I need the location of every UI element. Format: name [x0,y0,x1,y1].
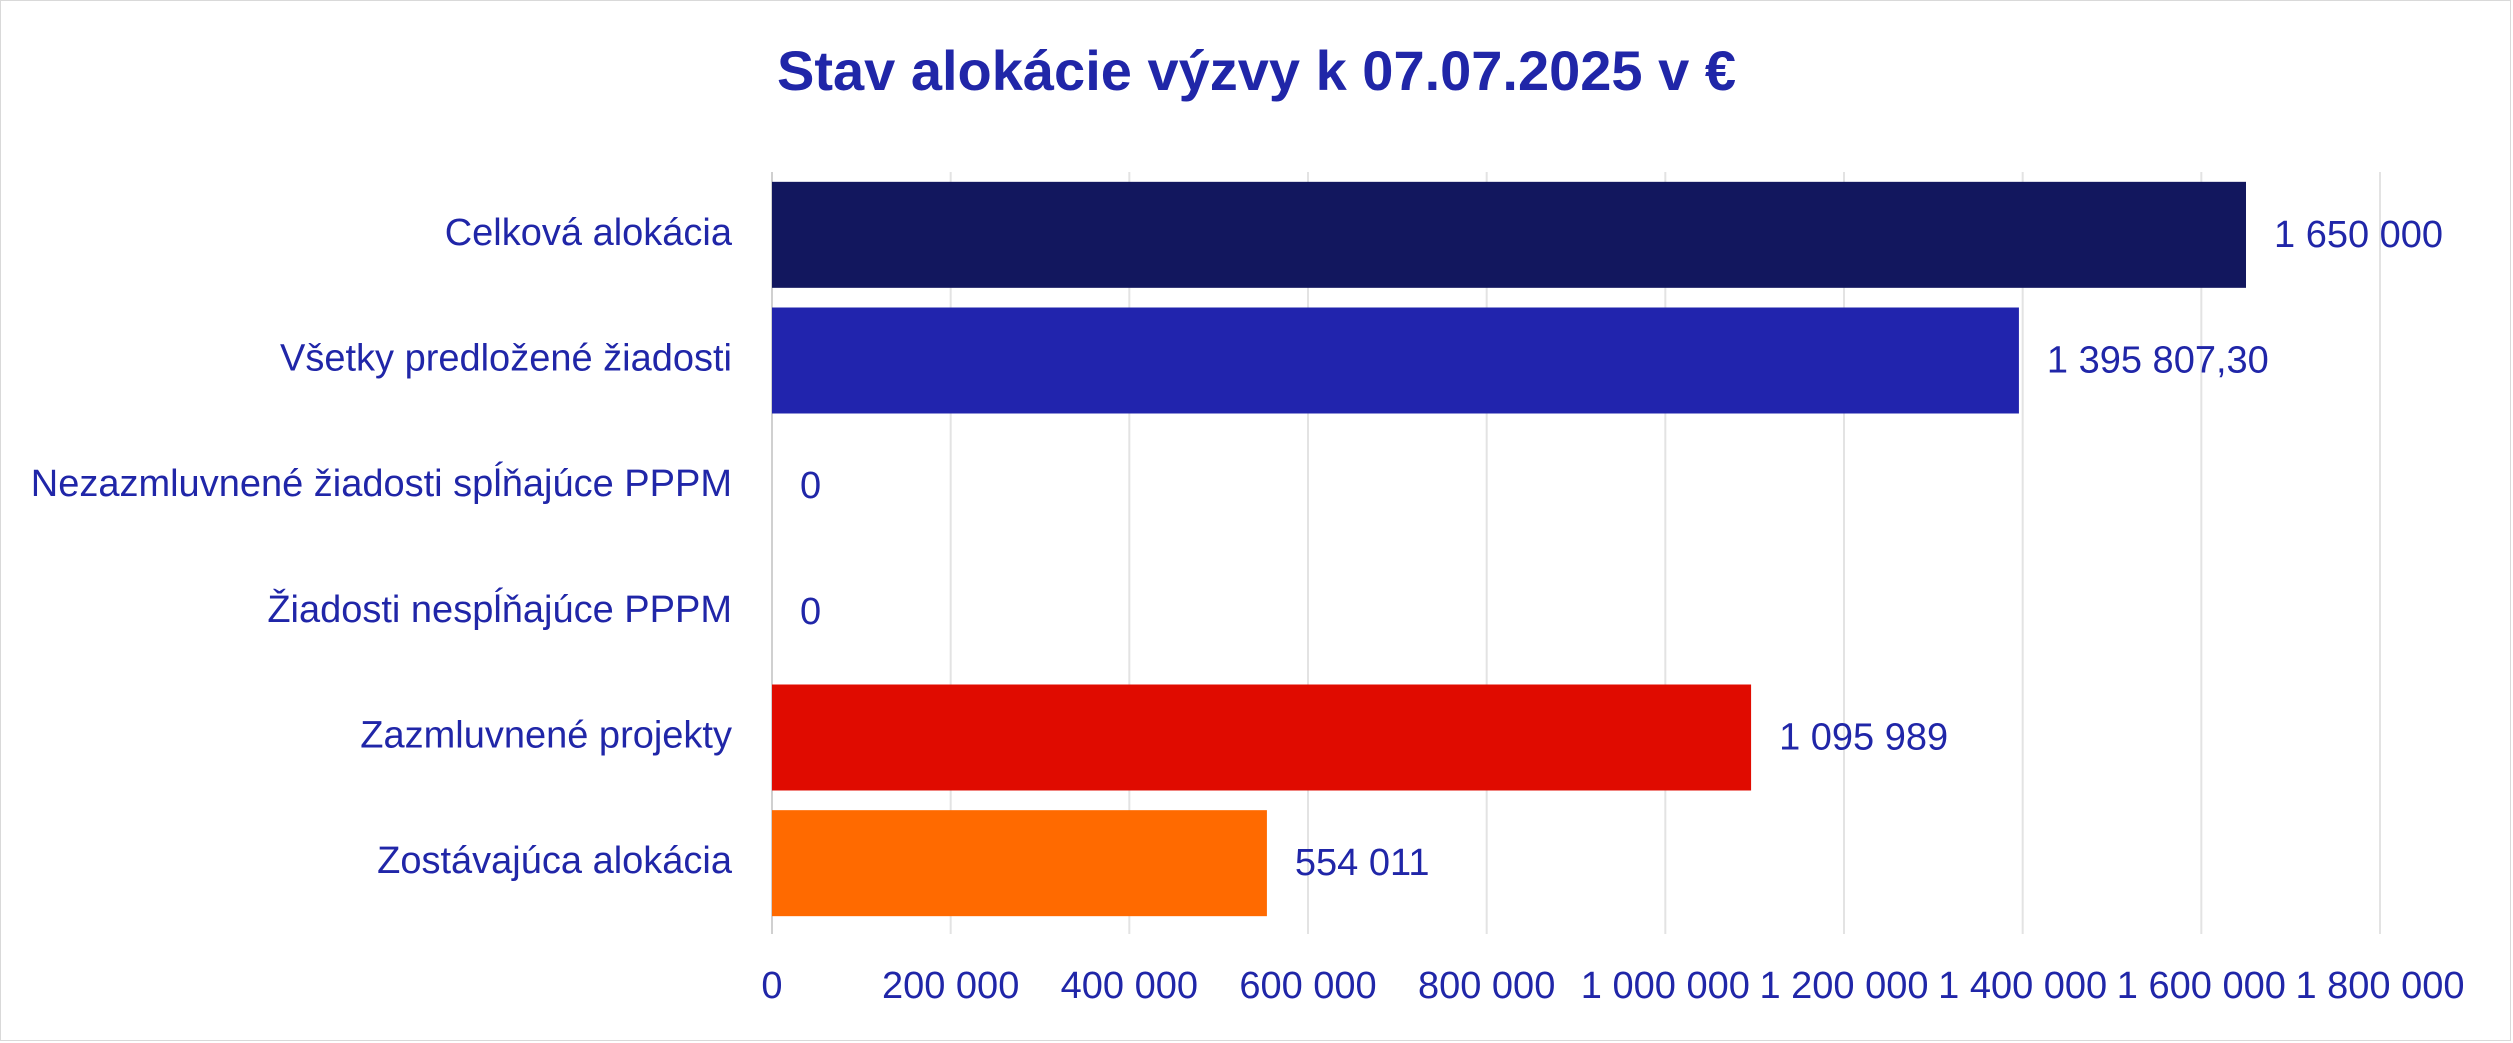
x-tick-label: 1 400 000 [1938,965,2107,1007]
category-label: Žiadosti nespĺňajúce PPPM [267,586,732,631]
data-label: 0 [800,465,821,507]
data-label: 1 395 807,30 [2047,340,2269,382]
x-tick-labels: 0 200 000 400 000 600 000 800 000 1 000 000 1 … [761,965,2464,1007]
data-label: 0 [800,591,821,633]
x-tick-label: 1 000 000 [1581,965,1750,1007]
x-tick-label: 200 000 [882,965,1019,1007]
category-label: Celková alokácia [445,212,733,254]
category-label: Zostávajúca alokácia [377,840,733,882]
x-tick-label: 600 000 [1239,965,1376,1007]
value-labels: 1 650 000 1 395 807,30 0 0 1 095 989 554 011 [800,214,2443,884]
category-label: Všetky predložené žiadosti [280,338,732,380]
data-label: 1 650 000 [2274,214,2443,256]
x-tick-label: 1 800 000 [2295,965,2464,1007]
bar [772,181,2246,288]
x-tick-label: 1 200 000 [1759,965,1928,1007]
x-tick-label: 800 000 [1418,965,1555,1007]
bar [772,307,2019,414]
chart-title: Stav alokácie výzvy k 07.07.2025 v € [777,39,1736,102]
category-labels: Celková alokácia Všetky predložené žiados… [31,212,733,882]
x-tick-label: 400 000 [1061,965,1198,1007]
data-label: 1 095 989 [1779,717,1948,759]
category-label: Zazmluvnené projekty [360,715,732,757]
bars [772,181,2246,917]
gridlines [949,172,2381,934]
x-tick-label: 0 [761,965,782,1007]
data-label: 554 011 [1295,842,1430,884]
bar [772,684,1752,791]
x-tick-label: 1 600 000 [2117,965,2286,1007]
bar [772,810,1267,917]
category-label: Nezazmluvnené žiadosti spĺňajúce PPPM [31,460,732,505]
